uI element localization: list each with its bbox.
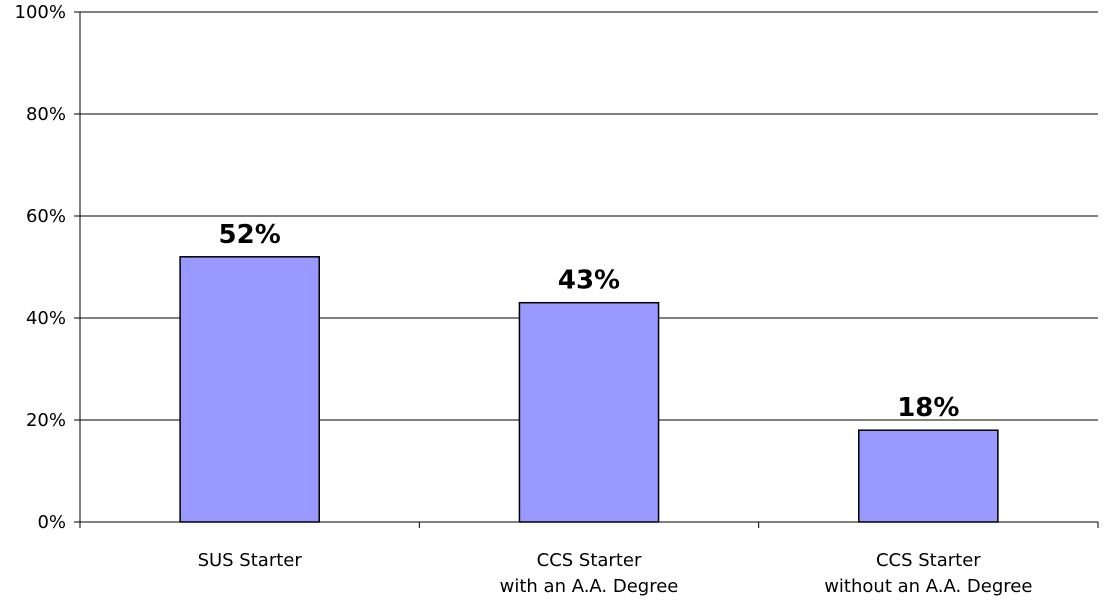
x-category-label: CCS Starter with an A.A. Degree (500, 550, 679, 597)
y-tick-label: 40% (26, 308, 66, 329)
data-label: 52% (219, 220, 281, 250)
x-category-label-line: CCS Starter (537, 550, 642, 571)
x-axis-category-labels: SUS Starter CCS Starter with an A.A. Degre… (198, 550, 1033, 597)
bar (858, 429, 999, 523)
data-labels: 52% 43% 18% (219, 220, 960, 423)
y-tick-label: 100% (15, 2, 66, 23)
data-label: 18% (897, 393, 959, 423)
y-tick-label: 20% (26, 410, 66, 431)
bars (179, 256, 999, 523)
bar (518, 301, 660, 523)
y-tick-label: 80% (26, 104, 66, 125)
y-tick-label: 60% (26, 206, 66, 227)
x-category-label-line: SUS Starter (198, 550, 303, 571)
x-category-label-line: with an A.A. Degree (500, 576, 679, 597)
x-category-label-line: without an A.A. Degree (824, 576, 1032, 597)
y-tick-label: 0% (37, 512, 66, 533)
x-category-label: SUS Starter (198, 550, 303, 571)
x-category-label: CCS Starter without an A.A. Degree (824, 550, 1032, 597)
bar (179, 256, 320, 523)
y-axis-tick-labels: 0% 20% 40% 60% 80% 100% (15, 2, 66, 533)
data-label: 43% (558, 266, 620, 296)
x-category-label-line: CCS Starter (876, 550, 981, 571)
